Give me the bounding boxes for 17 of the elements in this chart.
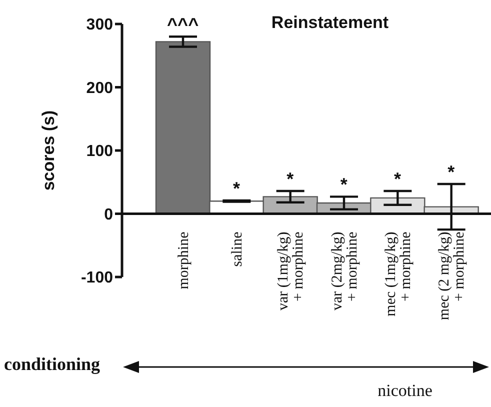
text: nicotine (376, 381, 434, 401)
y-tick-label: -100 (80, 270, 114, 287)
y-tick-label: 200 (86, 80, 114, 97)
annotation: * (286, 168, 294, 189)
annotation: ^^^ (167, 14, 200, 35)
annotation: * (394, 168, 402, 189)
annotation: * (340, 174, 348, 195)
annotation: * (448, 162, 455, 182)
annotation: * (232, 178, 240, 198)
y-tick-label: 0 (104, 206, 114, 224)
x-tick-label: saline (230, 231, 246, 267)
text: conditioning (4, 354, 100, 375)
y-tick-label: 100 (86, 143, 114, 160)
x-tick-label: morphine (176, 231, 192, 290)
y-axis-title: scores (s) (39, 110, 58, 191)
y-tick-label: 300 (86, 16, 114, 34)
chart-title: Reinstatement (270, 13, 390, 33)
